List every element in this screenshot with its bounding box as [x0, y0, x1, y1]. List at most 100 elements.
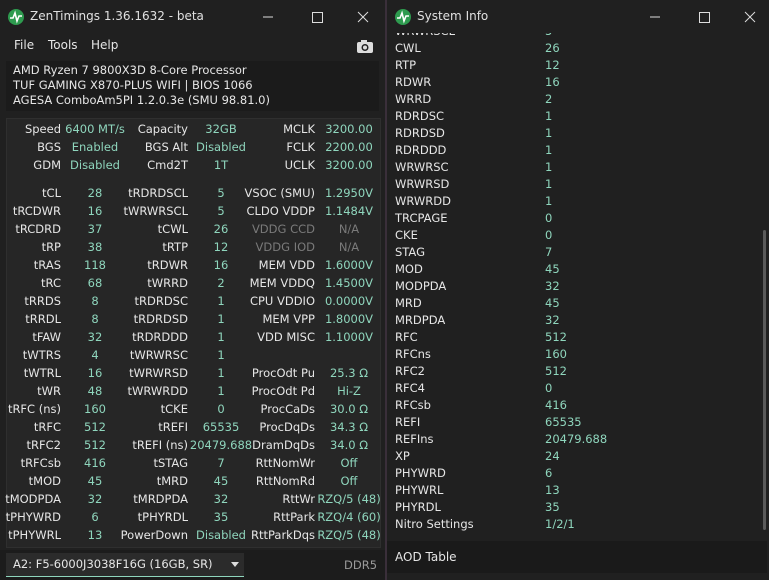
timing-value: 3200.00 — [325, 122, 373, 136]
zentimings-window: ZenTimings 1.36.1632 - beta File Tools Hel… — [0, 0, 385, 580]
timing-label: MCLK — [283, 122, 315, 136]
info-value: 24 — [545, 449, 560, 463]
timing-label: Capacity — [137, 122, 188, 136]
timing-label: tRTP — [162, 240, 188, 254]
info-value: 1 — [545, 194, 553, 208]
info-value: 1 — [545, 126, 553, 140]
timing-label: tMRD — [156, 474, 188, 488]
menu-item[interactable]: Help — [91, 38, 119, 52]
info-label: RDRDDD — [395, 143, 447, 157]
timing-label: tRAS — [33, 258, 61, 272]
info-value: 1 — [545, 177, 553, 191]
timing-label: FCLK — [286, 140, 315, 154]
info-label: PHYWRD — [395, 466, 446, 480]
window-controls[interactable] — [258, 8, 378, 26]
timing-label: VDD MISC — [257, 330, 315, 344]
title-bar: ZenTimings 1.36.1632 - beta — [0, 0, 385, 33]
info-label: WRWRSCL — [395, 33, 455, 38]
info-list: WRWRSCL5CWL26RTP12RDWR16WRRD2RDRDSC1RDRD… — [387, 33, 761, 538]
footer-text: AOD Table — [395, 550, 457, 564]
timing-value: RZQ/4 (60) — [317, 510, 381, 524]
info-value: 20479.688 — [545, 432, 608, 446]
timing-value: 34.0 Ω — [329, 438, 369, 452]
info-label: WRWRDD — [395, 194, 451, 208]
timing-value: 3200.00 — [325, 158, 373, 172]
timing-label: ProcDqDs — [259, 420, 315, 434]
info-label: MRDPDA — [395, 313, 446, 327]
timing-label: MEM VDDQ — [249, 276, 315, 290]
timing-value: 13 — [87, 528, 103, 542]
timing-value: 1 — [217, 348, 225, 362]
timing-value: 118 — [84, 258, 106, 272]
timing-label: RttWr — [282, 492, 315, 506]
timing-label: tRDRDSCL — [128, 186, 188, 200]
info-label: RDWR — [395, 75, 432, 89]
menu-item[interactable]: File — [14, 38, 35, 52]
timing-label: tWRWRSCL — [123, 204, 188, 218]
timing-label: VDDG CCD — [251, 222, 315, 236]
window-controls[interactable] — [645, 8, 765, 26]
timing-label: RttNomWr — [255, 456, 315, 470]
info-value: 512 — [545, 364, 567, 378]
timing-label: VSOC (SMU) — [244, 186, 315, 200]
timing-value: 1.8000V — [324, 312, 374, 326]
timing-label: MEM VPP — [262, 312, 315, 326]
timing-value: 1.1484V — [324, 204, 374, 218]
info-value: 1/2/1 — [545, 517, 575, 531]
timing-label: tRDRDSC — [134, 294, 188, 308]
timing-value: 1.4500V — [324, 276, 374, 290]
info-value: 0 — [545, 381, 553, 395]
info-label: Nitro Settings — [395, 517, 474, 531]
timing-value: 1 — [217, 384, 225, 398]
info-label: MOD — [395, 262, 423, 276]
info-label: PHYRDL — [395, 500, 441, 514]
timing-label: tRFC (ns) — [7, 402, 61, 416]
timing-label: tRCDRD — [15, 222, 61, 236]
timing-value: 32 — [87, 330, 103, 344]
timing-label: ProcOdt Pu — [251, 366, 315, 380]
scrollbar[interactable] — [763, 230, 766, 530]
screenshot-button[interactable] — [355, 38, 375, 54]
timing-value: 16 — [87, 204, 103, 218]
timing-value: N/A — [338, 222, 360, 236]
info-label: PHYWRL — [395, 483, 444, 497]
info-value: 160 — [545, 347, 567, 361]
timing-value: 30.0 Ω — [329, 402, 369, 416]
timing-label: ProcCaDs — [260, 402, 316, 416]
timing-value: 512 — [84, 420, 106, 434]
timing-label: tRDRDDD — [132, 330, 188, 344]
menu-bar: File Tools Help — [0, 37, 385, 55]
timing-label: PowerDown — [120, 528, 188, 542]
info-label: MRD — [395, 296, 422, 310]
timing-label: tRDWR — [147, 258, 188, 272]
timing-label: tPHYRDL — [137, 510, 188, 524]
module-dropdown[interactable]: A2: F5-6000J3038F16G (16GB, SR) — [6, 553, 244, 577]
timing-value: 1 — [217, 294, 225, 308]
timing-value: 32 — [213, 492, 229, 506]
timing-value: 20479.688 — [189, 438, 253, 452]
timing-label: tWRWRSD — [129, 366, 188, 380]
dropdown-arrow — [231, 562, 239, 567]
timing-label: tRCDWR — [12, 204, 61, 218]
timing-value: 1T — [213, 158, 229, 172]
info-label: WRRD — [395, 92, 432, 106]
timing-value: 5 — [217, 204, 225, 218]
timing-value: 68 — [87, 276, 103, 290]
info-value: 1 — [545, 109, 553, 123]
timing-value: 2 — [217, 276, 225, 290]
timing-value: 32 — [87, 492, 103, 506]
timing-label: tRC — [41, 276, 61, 290]
info-label: CKE — [395, 228, 418, 242]
timing-value: 1.2950V — [324, 186, 374, 200]
info-value: 32 — [545, 313, 560, 327]
info-value: 7 — [545, 245, 553, 259]
info-value: 13 — [545, 483, 560, 497]
info-value: 6 — [545, 466, 553, 480]
timing-value: 512 — [84, 438, 106, 452]
timing-value: 45 — [87, 474, 103, 488]
info-value: 1 — [545, 160, 553, 174]
info-label: RFC — [395, 330, 418, 344]
info-label: RDRDSC — [395, 109, 445, 123]
menu-item[interactable]: Tools — [48, 38, 78, 52]
